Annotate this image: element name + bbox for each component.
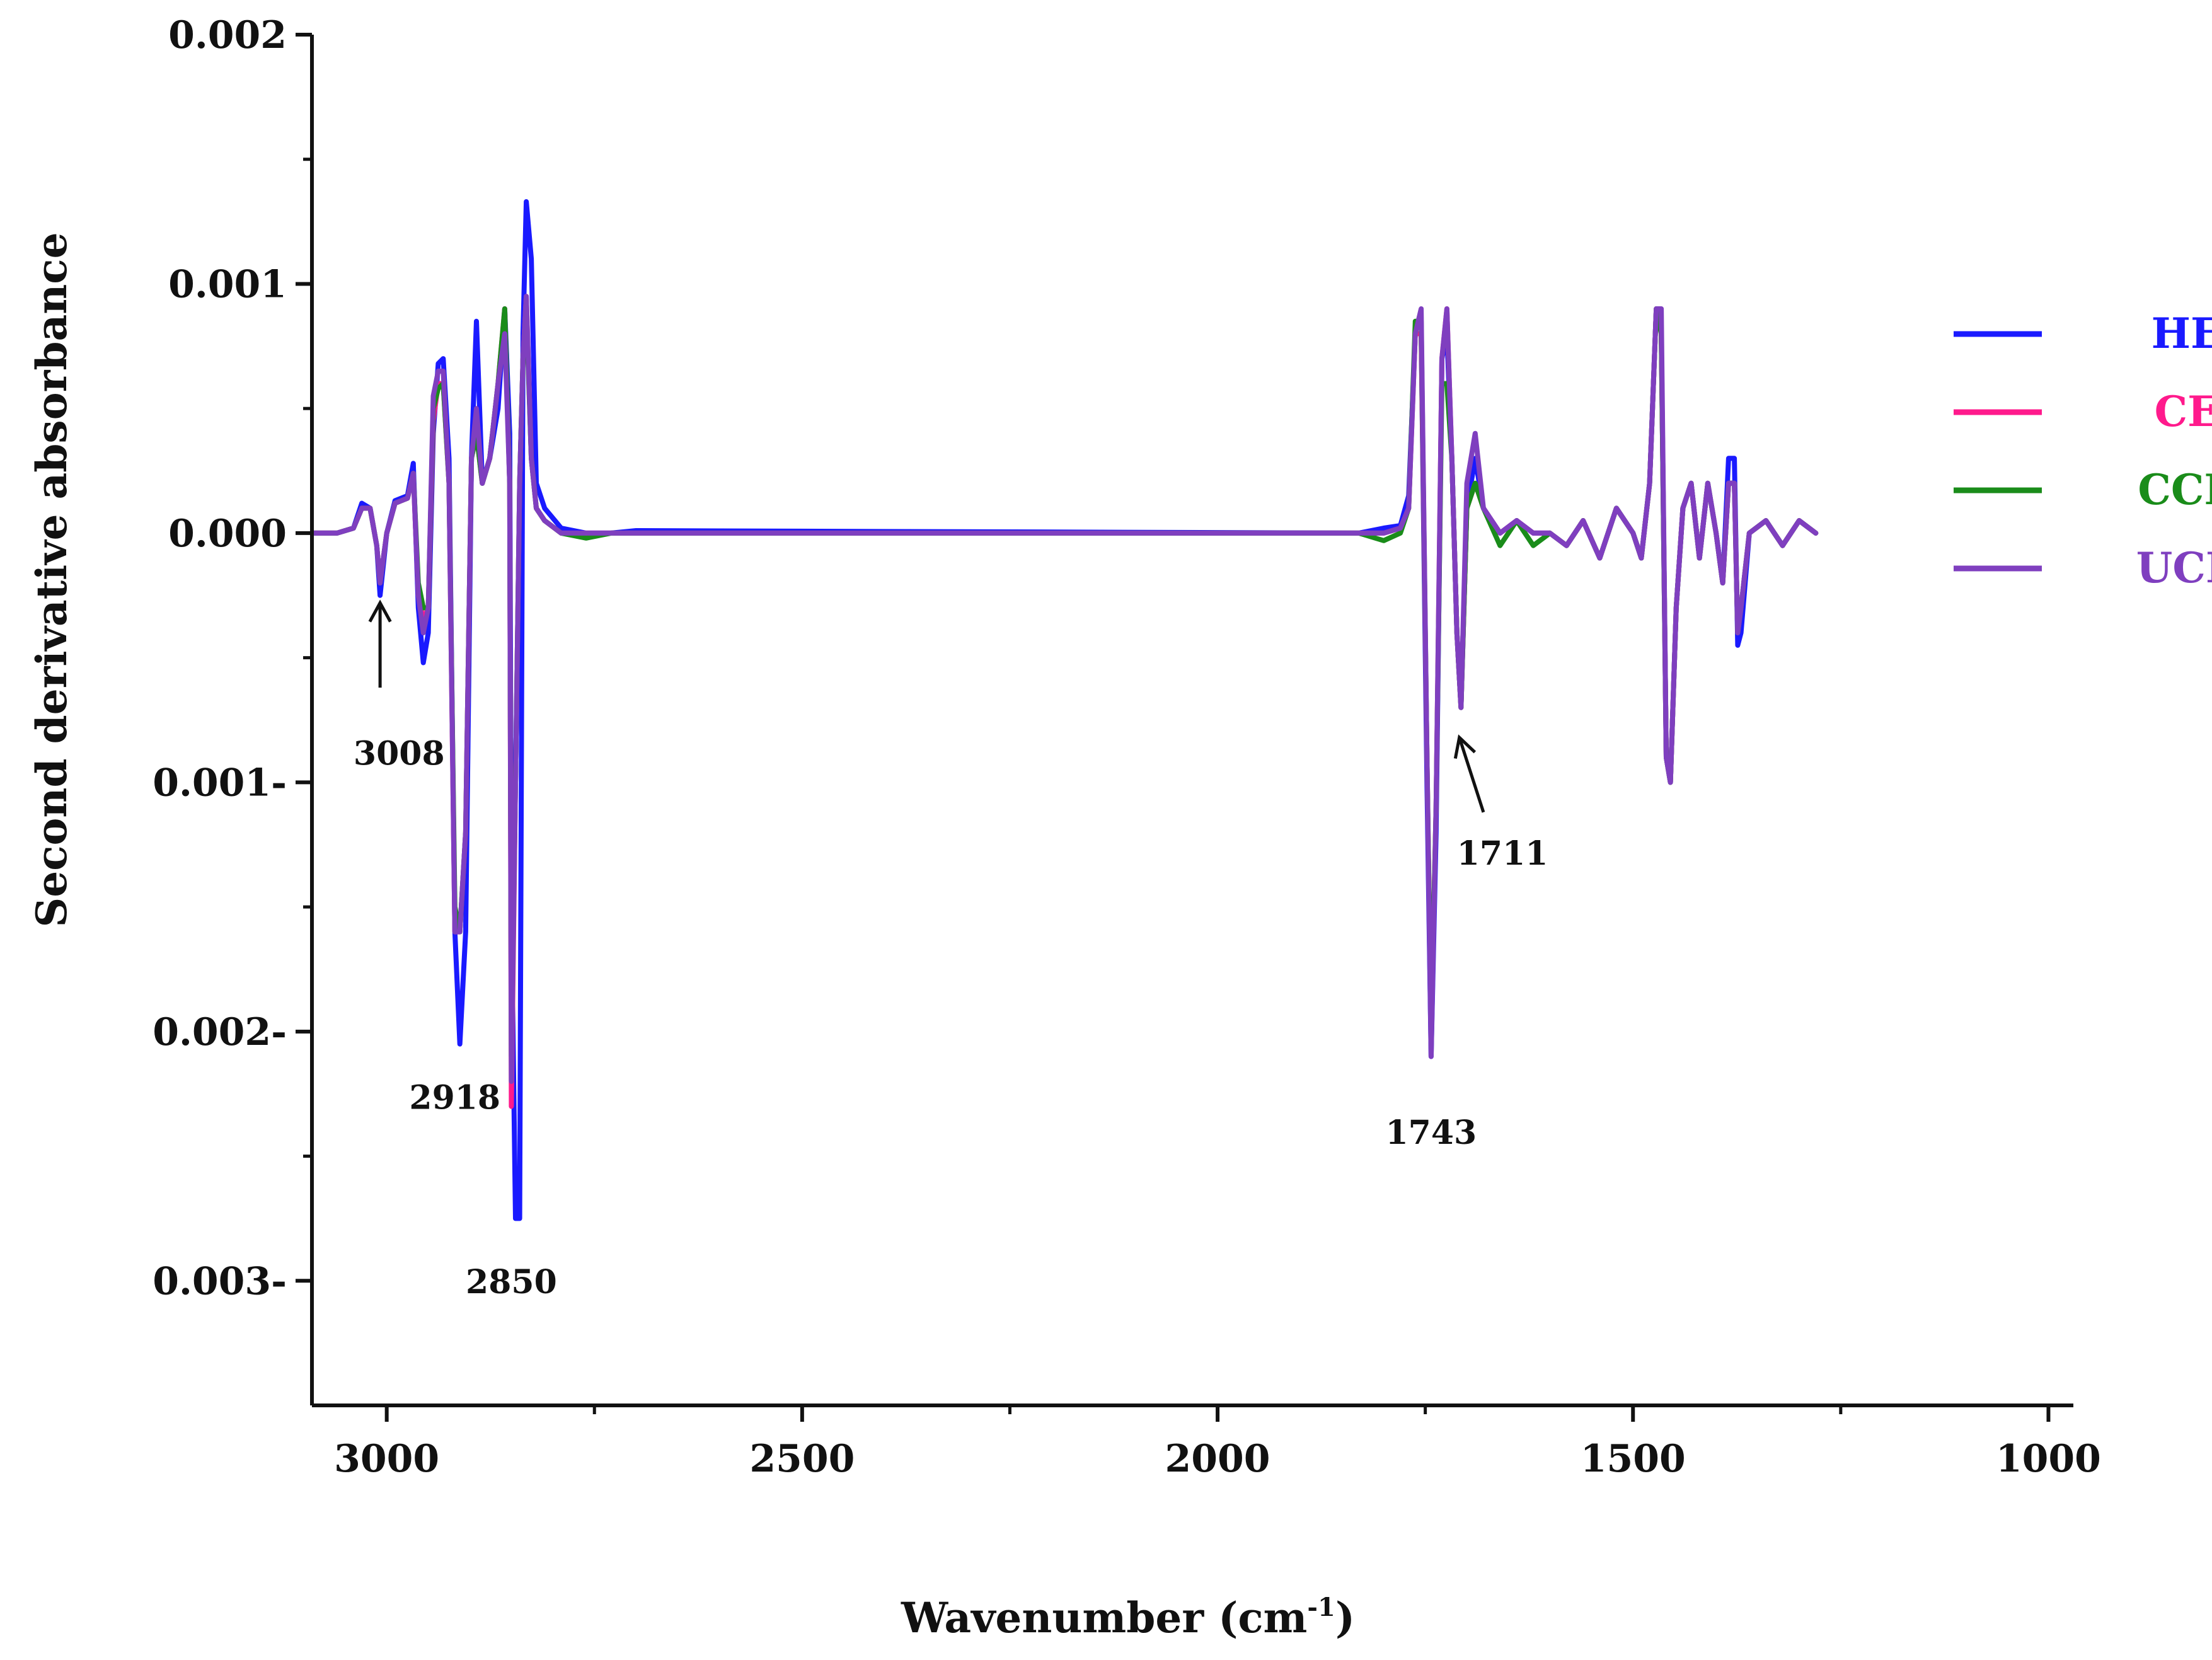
- y-axis-title: Second derivative absorbance: [27, 233, 76, 928]
- axes: 0.002 0.001 0.000 0.001- 0.002- 0.003- 3000 250…: [153, 13, 2101, 1481]
- x-tick-label: 1500: [1581, 1437, 1686, 1481]
- legend-label-uce: UCE: [2136, 543, 2212, 592]
- series-line-he: [309, 199, 1819, 1221]
- y-tick-label: 0.003-: [153, 1259, 287, 1303]
- y-tick-label: 0.002: [168, 13, 287, 57]
- series-line-cce: [309, 306, 1819, 1059]
- series-layer: [309, 199, 1819, 1221]
- peak-label-1711: 1711: [1457, 834, 1548, 873]
- legend-label-cce: CCE: [2138, 465, 2212, 514]
- series-line-ce: [309, 294, 1819, 1109]
- legend-label-he: HE: [2152, 309, 2212, 358]
- peak-label-2918: 2918: [409, 1078, 500, 1117]
- y-tick-label: 0.001-: [153, 761, 287, 805]
- arrow-head-1711: [1453, 734, 1477, 759]
- annotations: 3008 2918 2850 1743 1711: [354, 599, 1548, 1301]
- peak-label-2850: 2850: [466, 1263, 557, 1301]
- arrow-shaft-1711: [1458, 737, 1485, 813]
- x-axis-title: Wavenumber (cm-1): [901, 1593, 1355, 1642]
- x-tick-label: 2000: [1165, 1437, 1270, 1481]
- x-tick-label: 1000: [1996, 1437, 2101, 1481]
- series-line-uce: [309, 294, 1819, 1084]
- x-tick-label: 2500: [749, 1437, 855, 1481]
- x-tick-label: 3000: [334, 1437, 439, 1481]
- y-tick-label: 0.000: [168, 512, 287, 556]
- arrow-head-3008: [368, 599, 392, 623]
- legend: HE CE CCE UCE: [1954, 309, 2212, 592]
- peak-label-1743: 1743: [1386, 1114, 1477, 1152]
- y-tick-label: 0.002-: [153, 1010, 287, 1054]
- peak-label-3008: 3008: [354, 735, 445, 773]
- legend-label-ce: CE: [2155, 387, 2212, 436]
- y-tick-label: 0.001: [168, 262, 287, 306]
